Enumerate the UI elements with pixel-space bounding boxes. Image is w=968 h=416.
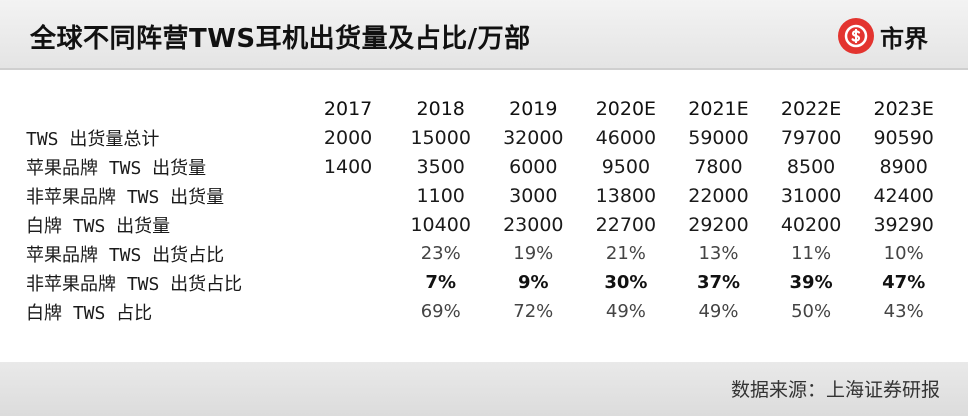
table-cell [302, 297, 395, 326]
table-cell: 90590 [873, 126, 934, 149]
table-cell: 47% [882, 272, 926, 293]
table-cell [302, 268, 395, 297]
dollar-circle-icon [838, 18, 874, 54]
table-cell: 2000 [323, 126, 373, 149]
table-cell: 23% [420, 243, 461, 264]
table-row: 白牌 TWS 出货量 10400 23000 22700 29200 40200… [20, 210, 950, 239]
table-cell: 29200 [688, 213, 749, 236]
row-label: 非苹果品牌 TWS 出货占比 [26, 273, 243, 295]
table-cell: 22000 [688, 184, 749, 207]
table-cell: 46000 [595, 126, 657, 149]
header-bar: 全球不同阵营TWS耳机出货量及占比/万部 市界 [0, 0, 968, 70]
table-cell: 7800 [694, 155, 743, 178]
table-cell: 42400 [873, 184, 934, 207]
brand-logo: 市界 [838, 18, 928, 54]
table-cell: 30% [604, 272, 648, 293]
table-cell: 49% [605, 301, 646, 322]
table-row: TWS 出货量总计 2000 15000 32000 46000 59000 7… [20, 123, 950, 152]
table-cell: 10400 [410, 213, 471, 236]
table-cell [302, 210, 395, 239]
table-cell: 31000 [780, 184, 842, 207]
table-cell: 8900 [879, 155, 928, 178]
table-cell: 7% [425, 272, 456, 293]
table-cell: 13800 [595, 184, 657, 207]
table-cell: 3000 [509, 184, 558, 207]
table-cell [302, 181, 395, 210]
row-label: 非苹果品牌 TWS 出货量 [26, 186, 225, 208]
column-header: 2020E [595, 97, 657, 120]
data-source: 数据来源：上海证券研报 [730, 379, 940, 401]
table-cell: 23000 [503, 213, 564, 236]
table-row: 苹果品牌 TWS 出货占比 23% 19% 21% 13% 11% 10% [20, 239, 950, 268]
table-cell: 49% [698, 301, 739, 322]
table-cell: 9% [518, 272, 549, 293]
table-cell: 39% [789, 272, 833, 293]
table-cell: 13% [698, 243, 739, 264]
header-blank [20, 94, 302, 123]
column-header: 2017 [323, 97, 373, 120]
table-row: 非苹果品牌 TWS 出货占比 7% 9% 30% 37% 39% 47% [20, 268, 950, 297]
row-label: 白牌 TWS 出货量 [26, 215, 171, 237]
table-cell: 37% [696, 272, 741, 293]
table-cell: 3500 [416, 155, 465, 178]
column-header: 2019 [509, 97, 558, 120]
table-cell: 9500 [601, 155, 651, 178]
table-row: 苹果品牌 TWS 出货量 1400 3500 6000 9500 7800 85… [20, 152, 950, 181]
table-cell [302, 239, 395, 268]
column-header: 2018 [416, 97, 465, 120]
table-cell: 1100 [416, 184, 465, 207]
shipment-table: 2017 2018 2019 2020E 2021E 2022E 2023E T… [20, 94, 950, 326]
row-label: 苹果品牌 TWS 出货量 [26, 157, 207, 179]
table-cell: 79700 [780, 126, 842, 149]
row-label: 苹果品牌 TWS 出货占比 [26, 244, 225, 266]
page-title: 全球不同阵营TWS耳机出货量及占比/万部 [30, 24, 531, 54]
table-cell: 10% [883, 243, 924, 264]
table-cell: 59000 [688, 126, 749, 149]
table-cell: 69% [420, 301, 461, 322]
row-label: 白牌 TWS 占比 [26, 302, 153, 324]
table-cell: 1400 [323, 155, 373, 178]
table-cell: 39290 [873, 213, 934, 236]
table-cell: 21% [605, 243, 646, 264]
table-cell: 50% [791, 301, 832, 322]
table-row: 非苹果品牌 TWS 出货量 1100 3000 13800 22000 3100… [20, 181, 950, 210]
table-cell: 32000 [503, 126, 564, 149]
column-header: 2021E [688, 97, 749, 120]
table-header-row: 2017 2018 2019 2020E 2021E 2022E 2023E [20, 94, 950, 123]
column-header: 2022E [780, 97, 842, 120]
row-label: TWS 出货量总计 [26, 128, 160, 150]
table-cell: 22700 [595, 213, 657, 236]
table-cell: 19% [513, 243, 554, 264]
table-row: 白牌 TWS 占比 69% 72% 49% 49% 50% 43% [20, 297, 950, 326]
footer-bar: 数据来源：上海证券研报 [0, 362, 968, 416]
logo-text: 市界 [880, 24, 928, 53]
data-table-area: 2017 2018 2019 2020E 2021E 2022E 2023E T… [0, 70, 968, 362]
table-cell: 11% [791, 243, 832, 264]
table-cell: 6000 [509, 155, 558, 178]
table-cell: 72% [513, 301, 554, 322]
table-cell: 40200 [780, 213, 842, 236]
column-header: 2023E [873, 97, 934, 120]
table-cell: 43% [883, 301, 924, 322]
table-cell: 8500 [786, 155, 836, 178]
table-cell: 15000 [410, 126, 471, 149]
